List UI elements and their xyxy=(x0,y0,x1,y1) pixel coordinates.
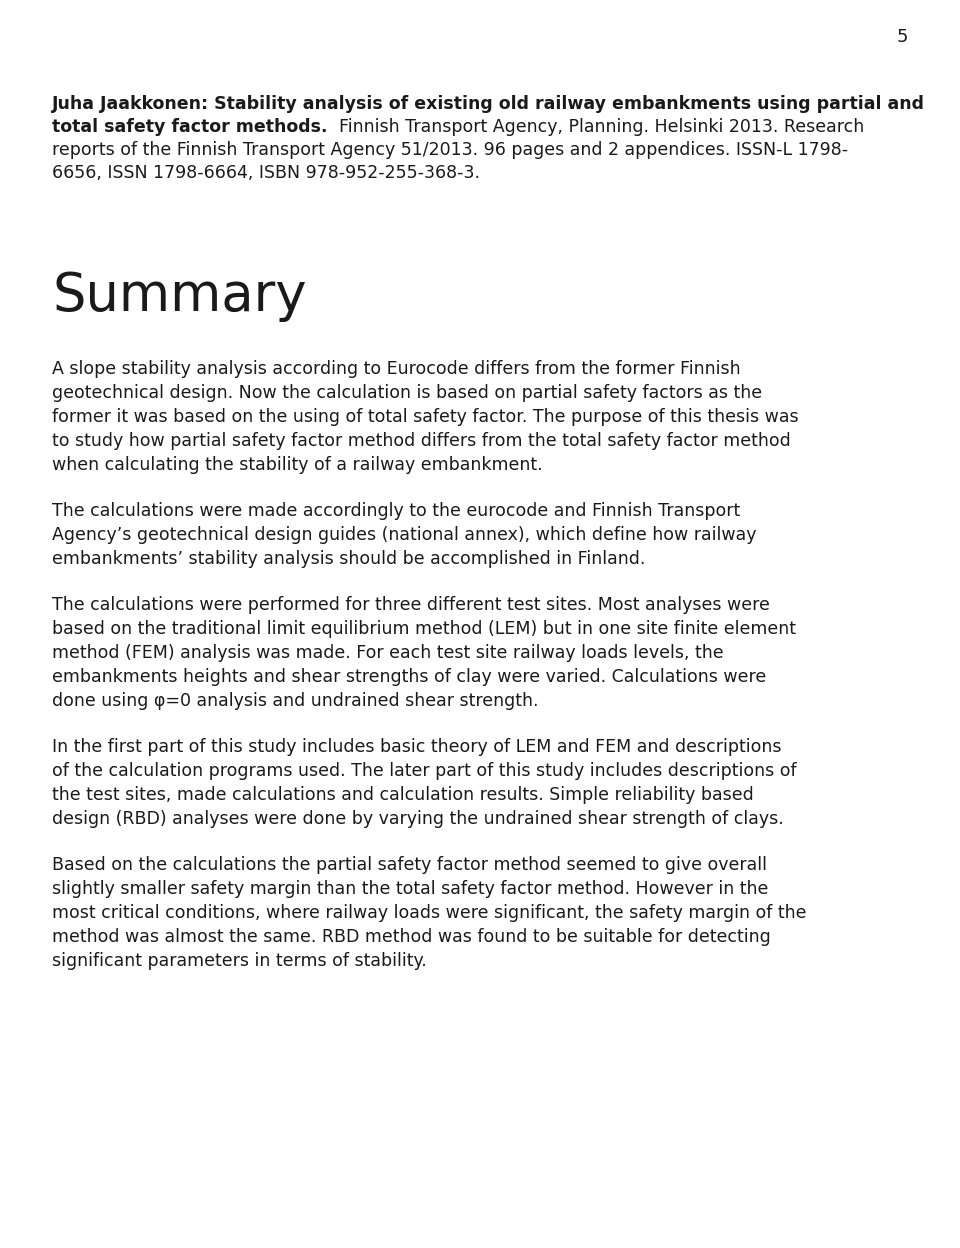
Text: method was almost the same. RBD method was found to be suitable for detecting: method was almost the same. RBD method w… xyxy=(52,929,771,946)
Text: embankments heights and shear strengths of clay were varied. Calculations were: embankments heights and shear strengths … xyxy=(52,668,766,686)
Text: most critical conditions, where railway loads were significant, the safety margi: most critical conditions, where railway … xyxy=(52,904,806,922)
Text: The calculations were made accordingly to the eurocode and Finnish Transport: The calculations were made accordingly t… xyxy=(52,502,740,520)
Text: Juha Jaakkonen: Stability analysis of existing old railway embankments using par: Juha Jaakkonen: Stability analysis of ex… xyxy=(52,95,925,114)
Text: former it was based on the using of total safety factor. The purpose of this the: former it was based on the using of tota… xyxy=(52,408,799,426)
Text: geotechnical design. Now the calculation is based on partial safety factors as t: geotechnical design. Now the calculation… xyxy=(52,384,762,402)
Text: Finnish Transport Agency, Planning. Helsinki 2013. Research: Finnish Transport Agency, Planning. Hels… xyxy=(327,119,864,136)
Text: reports of the Finnish Transport Agency 51/2013. 96 pages and 2 appendices. ISSN: reports of the Finnish Transport Agency … xyxy=(52,141,848,158)
Text: In the first part of this study includes basic theory of LEM and FEM and descrip: In the first part of this study includes… xyxy=(52,738,781,756)
Text: based on the traditional limit equilibrium method (LEM) but in one site finite e: based on the traditional limit equilibri… xyxy=(52,620,796,638)
Text: significant parameters in terms of stability.: significant parameters in terms of stabi… xyxy=(52,952,427,970)
Text: to study how partial safety factor method differs from the total safety factor m: to study how partial safety factor metho… xyxy=(52,432,791,451)
Text: The calculations were performed for three different test sites. Most analyses we: The calculations were performed for thre… xyxy=(52,597,770,614)
Text: Agency’s geotechnical design guides (national annex), which define how railway: Agency’s geotechnical design guides (nat… xyxy=(52,525,756,544)
Text: embankments’ stability analysis should be accomplished in Finland.: embankments’ stability analysis should b… xyxy=(52,550,645,568)
Text: of the calculation programs used. The later part of this study includes descript: of the calculation programs used. The la… xyxy=(52,763,797,780)
Text: design (RBD) analyses were done by varying the undrained shear strength of clays: design (RBD) analyses were done by varyi… xyxy=(52,810,783,827)
Text: Summary: Summary xyxy=(52,270,306,322)
Text: Based on the calculations the partial safety factor method seemed to give overal: Based on the calculations the partial sa… xyxy=(52,856,767,874)
Text: A slope stability analysis according to Eurocode differs from the former Finnish: A slope stability analysis according to … xyxy=(52,359,740,378)
Text: slightly smaller safety margin than the total safety factor method. However in t: slightly smaller safety margin than the … xyxy=(52,880,768,899)
Text: when calculating the stability of a railway embankment.: when calculating the stability of a rail… xyxy=(52,456,542,474)
Text: the test sites, made calculations and calculation results. Simple reliability ba: the test sites, made calculations and ca… xyxy=(52,786,754,804)
Text: total safety factor methods.: total safety factor methods. xyxy=(52,119,327,136)
Text: done using φ=0 analysis and undrained shear strength.: done using φ=0 analysis and undrained sh… xyxy=(52,691,539,710)
Text: 5: 5 xyxy=(897,27,908,46)
Text: 6656, ISSN 1798-6664, ISBN 978-952-255-368-3.: 6656, ISSN 1798-6664, ISBN 978-952-255-3… xyxy=(52,163,480,182)
Text: method (FEM) analysis was made. For each test site railway loads levels, the: method (FEM) analysis was made. For each… xyxy=(52,644,724,661)
